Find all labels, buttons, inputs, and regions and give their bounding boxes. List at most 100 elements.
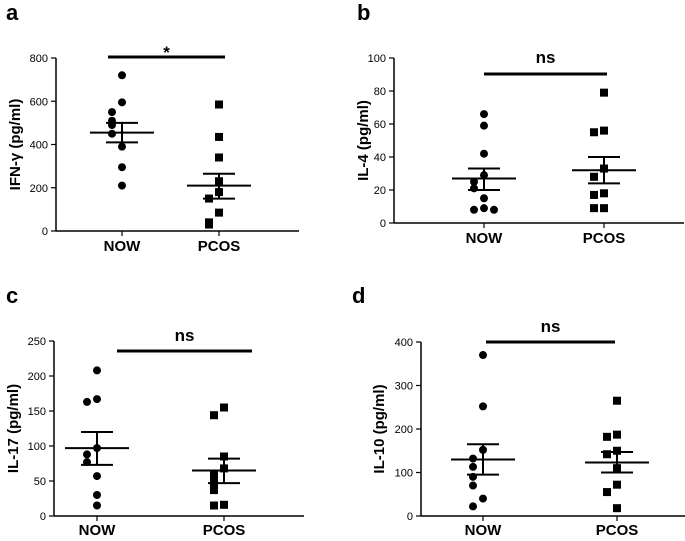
data-point-b-pcos — [600, 126, 608, 135]
data-point-d-now — [479, 351, 487, 360]
data-point-c-now — [83, 397, 91, 406]
data-point-b-pcos — [600, 204, 608, 213]
data-point-d-now — [469, 502, 477, 511]
y-tick-label-b: 0 — [380, 218, 386, 230]
y-tick-label-a: 200 — [30, 183, 48, 195]
y-tick-label-a: 400 — [30, 140, 48, 152]
significance-label-b: ns — [536, 48, 556, 67]
y-tick-label-a: 0 — [42, 226, 48, 238]
y-tick-label-a: 600 — [30, 96, 48, 108]
data-point-c-now — [93, 501, 101, 510]
significance-label-d: ns — [541, 317, 561, 336]
data-point-c-now — [93, 491, 101, 499]
panel-letter-a: a — [6, 0, 19, 25]
data-point-c-pcos — [220, 403, 228, 412]
y-tick-label-b: 80 — [374, 86, 386, 98]
data-point-a-now — [118, 142, 126, 151]
data-point-b-now — [470, 205, 478, 214]
data-point-d-pcos — [613, 446, 621, 455]
data-point-d-now — [469, 462, 477, 471]
y-tick-label-b: 20 — [374, 185, 386, 197]
data-point-b-now — [470, 177, 478, 186]
data-point-b-now — [480, 110, 488, 119]
panel-letter-d: d — [352, 283, 365, 308]
data-point-d-pcos — [613, 396, 621, 405]
category-label-b: PCOS — [583, 230, 626, 247]
data-point-d-now — [469, 481, 477, 490]
data-point-a-now — [118, 71, 126, 80]
data-point-c-pcos — [210, 411, 218, 420]
data-point-d-pcos — [603, 432, 611, 441]
data-point-b-now — [470, 184, 478, 193]
data-point-d-pcos — [603, 488, 611, 497]
data-point-a-pcos — [215, 100, 223, 109]
y-tick-label-b: 60 — [374, 119, 386, 131]
data-point-c-now — [93, 395, 101, 404]
y-tick-label-c: 200 — [28, 371, 46, 383]
category-label-d: NOW — [465, 522, 503, 539]
data-point-b-pcos — [590, 172, 598, 181]
y-tick-label-a: 800 — [30, 53, 48, 65]
y-axis-label-c: IL-17 (pg/ml) — [5, 384, 22, 473]
y-tick-label-c: 100 — [28, 441, 46, 453]
y-tick-label-c: 0 — [40, 511, 46, 523]
data-point-b-pcos — [600, 88, 608, 97]
y-tick-label-d: 200 — [395, 424, 413, 436]
data-point-a-now — [118, 181, 126, 190]
panel-letter-b: b — [357, 0, 370, 25]
y-tick-label-c: 250 — [28, 336, 46, 348]
data-point-b-now — [480, 121, 488, 130]
data-point-d-pcos — [613, 480, 621, 489]
data-point-b-pcos — [590, 190, 598, 199]
data-point-b-pcos — [600, 189, 608, 198]
data-point-a-now — [118, 163, 126, 172]
category-label-b: NOW — [466, 230, 504, 247]
data-point-c-now — [93, 366, 101, 375]
data-point-c-pcos — [220, 500, 228, 509]
y-tick-label-d: 100 — [395, 468, 413, 480]
data-point-c-now — [93, 472, 101, 481]
data-point-d-pcos — [603, 450, 611, 459]
y-axis-label-a: IFN-γ (pg/ml) — [7, 99, 24, 191]
data-point-b-pcos — [590, 128, 598, 137]
data-point-a-pcos — [215, 153, 223, 162]
category-label-c: NOW — [79, 522, 117, 539]
data-point-b-now — [480, 149, 488, 158]
category-label-c: PCOS — [203, 522, 246, 539]
y-tick-label-c: 50 — [34, 476, 46, 488]
data-point-a-pcos — [215, 132, 223, 141]
y-tick-label-d: 400 — [395, 337, 413, 349]
data-point-c-now — [83, 450, 91, 459]
data-point-a-pcos — [215, 208, 223, 217]
data-point-b-pcos — [590, 204, 598, 213]
data-point-a-now — [108, 129, 116, 138]
data-point-c-pcos — [210, 501, 218, 510]
y-tick-label-d: 0 — [407, 511, 413, 523]
data-point-c-pcos — [210, 486, 218, 495]
data-point-a-now — [108, 108, 116, 117]
data-point-d-pcos — [613, 504, 621, 513]
data-point-d-now — [479, 494, 487, 503]
y-tick-label-c: 150 — [28, 406, 46, 418]
y-tick-label-b: 40 — [374, 152, 386, 164]
significance-label-a: * — [163, 43, 170, 62]
data-point-d-pcos — [613, 430, 621, 439]
y-axis-label-b: IL-4 (pg/ml) — [355, 100, 372, 181]
data-point-a-pcos — [205, 220, 213, 229]
data-point-d-now — [479, 402, 487, 411]
data-point-b-now — [480, 204, 488, 213]
panel-letter-c: c — [6, 283, 18, 308]
significance-label-c: ns — [175, 326, 195, 345]
y-tick-label-b: 100 — [368, 53, 386, 65]
data-point-b-now — [480, 194, 488, 203]
y-axis-label-d: IL-10 (pg/ml) — [371, 384, 388, 473]
data-point-c-pcos — [210, 471, 218, 480]
y-tick-label-d: 300 — [395, 381, 413, 393]
data-point-c-pcos — [220, 452, 228, 461]
category-label-a: PCOS — [198, 238, 241, 255]
category-label-d: PCOS — [596, 522, 639, 539]
data-point-b-now — [490, 205, 498, 214]
category-label-a: NOW — [104, 238, 142, 255]
